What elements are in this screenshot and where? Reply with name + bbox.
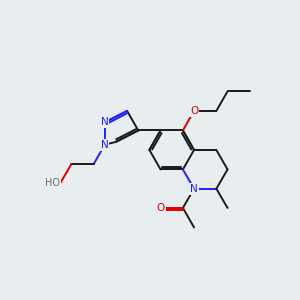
Text: HO: HO xyxy=(45,178,60,188)
Text: O: O xyxy=(156,203,165,213)
Text: O: O xyxy=(190,106,198,116)
Text: N: N xyxy=(190,184,198,194)
Text: N: N xyxy=(101,117,109,128)
Text: N: N xyxy=(101,140,109,150)
